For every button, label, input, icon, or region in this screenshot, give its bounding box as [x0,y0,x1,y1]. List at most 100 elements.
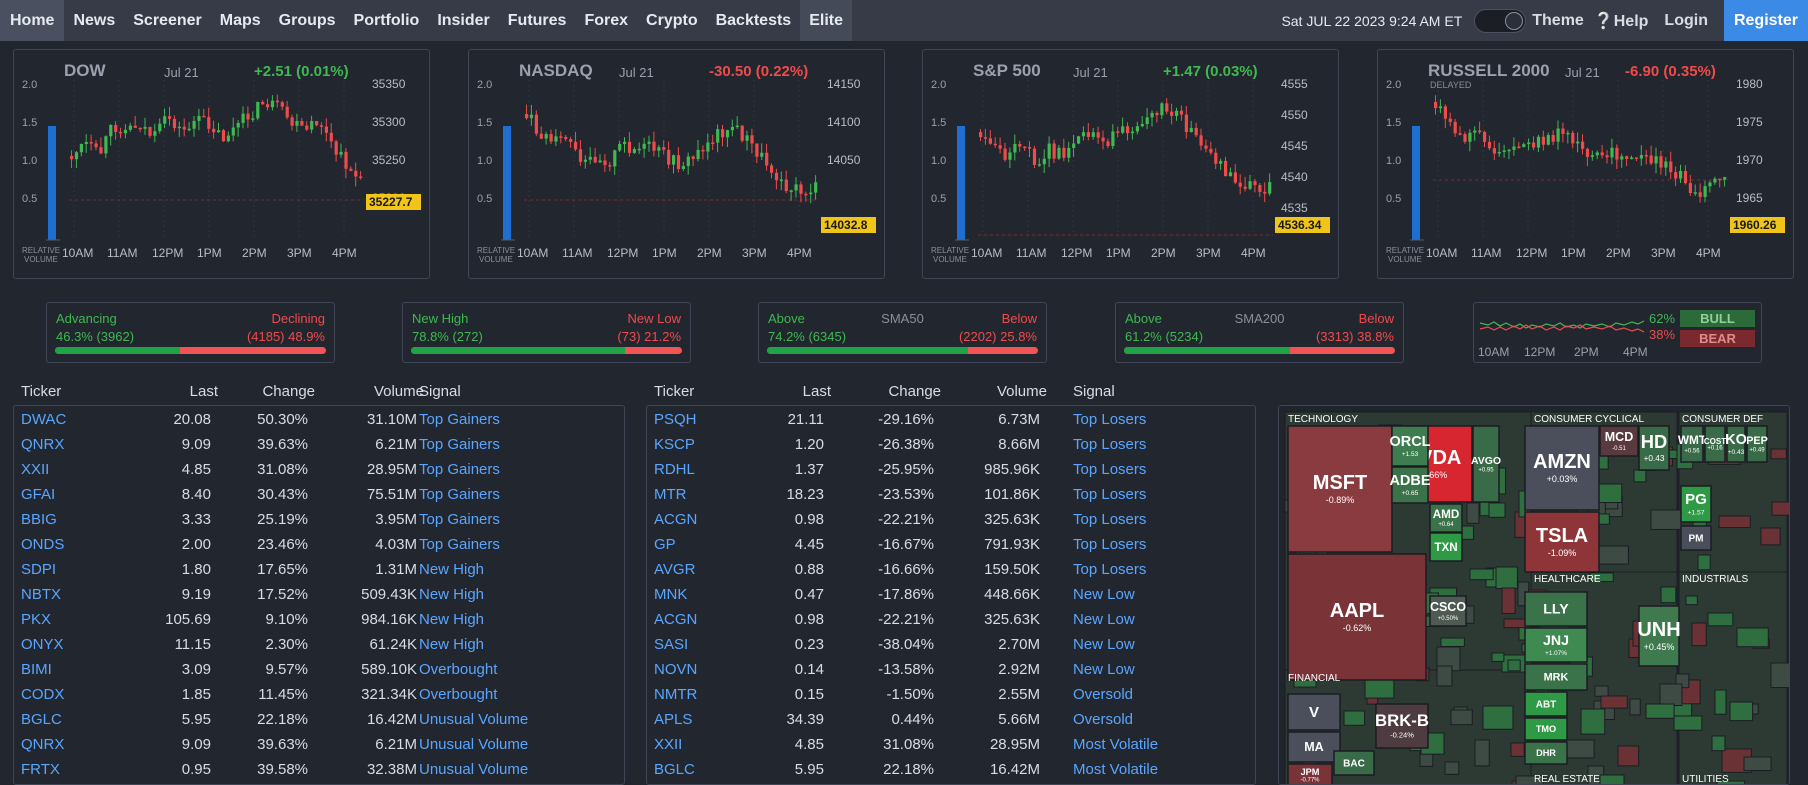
register-button[interactable]: Register [1723,0,1808,41]
nav-futures[interactable]: Futures [507,12,567,29]
breadth-advancing[interactable]: Advancing Declining 46.3% (3962) (4185) … [46,302,335,363]
ticker-cell[interactable]: ONYX [21,636,64,653]
ticker-cell[interactable]: BGLC [654,761,695,778]
signal-cell[interactable]: New Low [1073,586,1135,603]
ticker-cell[interactable]: MTR [654,486,687,503]
help-link[interactable]: ❔Help [1594,11,1649,31]
nav-home[interactable]: Home [0,0,65,41]
table-row[interactable]: QNRX 9.09 39.63% 6.21M Top Gainers [14,432,624,457]
ticker-cell[interactable]: ONDS [21,536,65,553]
signal-cell[interactable]: Unusual Volume [419,711,529,728]
ticker-cell[interactable]: AVGR [654,561,696,578]
theme-toggle[interactable] [1474,8,1527,33]
table-row[interactable]: ONYX 11.15 2.30% 61.24K New High [14,632,624,657]
col-last[interactable]: Last [189,383,218,400]
table-row[interactable]: RDHL 1.37 -25.95% 985.96K Top Losers [647,457,1255,482]
nav-news[interactable]: News [73,12,116,29]
col-signal[interactable]: Signal [419,383,461,400]
col-ticker[interactable]: Ticker [21,383,62,400]
table-row[interactable]: CODX 1.85 11.45% 321.34K Overbought [14,682,624,707]
signal-cell[interactable]: New Low [1073,636,1135,653]
ticker-cell[interactable]: QNRX [21,736,65,753]
bull-bear-gauge[interactable]: 62% 38% BULL BEAR 10AM 12PM 2PM 4PM [1473,302,1762,363]
table-row[interactable]: ONDS 2.00 23.46% 4.03M Top Gainers [14,532,624,557]
table-row[interactable]: MTR 18.23 -23.53% 101.86K Top Losers [647,482,1255,507]
theme-label[interactable]: Theme [1532,11,1584,29]
table-row[interactable]: BBIG 3.33 25.19% 3.95M Top Gainers [14,507,624,532]
table-row[interactable]: NBTX 9.19 17.52% 509.43K New High [14,582,624,607]
ticker-cell[interactable]: PSQH [654,411,697,428]
table-row[interactable]: ACGN 0.98 -22.21% 325.63K New Low [647,607,1255,632]
table-row[interactable]: PSQH 21.11 -29.16% 6.73M Top Losers [647,407,1255,432]
breadth-sma50[interactable]: SMA50 Above Below 74.2% (6345) (2202) 25… [758,302,1047,363]
signal-cell[interactable]: New Low [1073,661,1135,678]
ticker-cell[interactable]: NBTX [21,586,62,603]
nav-insider[interactable]: Insider [437,12,490,29]
col-signal[interactable]: Signal [1073,383,1115,400]
ticker-cell[interactable]: ACGN [654,611,698,628]
table-row[interactable]: BGLC 5.95 22.18% 16.42M Unusual Volume [14,707,624,732]
breadth-new-high[interactable]: New High New Low 78.8% (272) (73) 21.2% [402,302,691,363]
signal-cell[interactable]: Top Losers [1073,436,1147,453]
ticker-cell[interactable]: PKX [21,611,52,628]
col-last[interactable]: Last [802,383,831,400]
ticker-cell[interactable]: BIMI [21,661,52,678]
table-row[interactable]: MNK 0.47 -17.86% 448.66K New Low [647,582,1255,607]
table-row[interactable]: XXII 4.85 31.08% 28.95M Most Volatile [647,732,1255,757]
ticker-cell[interactable]: SDPI [21,561,57,578]
table-row[interactable]: AVGR 0.88 -16.66% 159.50K Top Losers [647,557,1255,582]
signal-cell[interactable]: Unusual Volume [419,736,529,753]
signal-cell[interactable]: Top Losers [1073,561,1147,578]
nav-crypto[interactable]: Crypto [646,12,698,29]
signal-cell[interactable]: Oversold [1073,686,1134,703]
nav-backtests[interactable]: Backtests [715,12,792,29]
ticker-cell[interactable]: XXII [654,736,683,753]
col-change[interactable]: Change [262,383,315,400]
table-row[interactable]: BGLC 5.95 22.18% 16.42M Most Volatile [647,757,1255,782]
table-row[interactable]: SASI 0.23 -38.04% 2.70M New Low [647,632,1255,657]
signal-cell[interactable]: New High [419,611,485,628]
table-row[interactable]: ACGN 0.98 -22.21% 325.63K Top Losers [647,507,1255,532]
nav-portfolio[interactable]: Portfolio [353,12,420,29]
signal-cell[interactable]: Top Gainers [419,411,500,428]
signal-cell[interactable]: Overbought [419,686,498,703]
table-row[interactable]: APLS 34.39 0.44% 5.66M Oversold [647,707,1255,732]
nav-elite[interactable]: Elite [800,0,852,41]
sector-heatmap[interactable]: MSFT -0.89% AAPL -0.62% NVDA -2.66% AVGO +0.95 O… [1278,405,1790,785]
nav-maps[interactable]: Maps [219,12,261,29]
table-row[interactable]: PKX 105.69 9.10% 984.16K New High [14,607,624,632]
ticker-cell[interactable]: NMTR [654,686,698,703]
table-row[interactable]: DWAC 20.08 50.30% 31.10M Top Gainers [14,407,624,432]
ticker-cell[interactable]: KSCP [654,436,695,453]
ticker-cell[interactable]: SASI [654,636,689,653]
ticker-cell[interactable]: CODX [21,686,65,703]
ticker-cell[interactable]: BBIG [21,511,57,528]
signal-cell[interactable]: New High [419,586,485,603]
signal-cell[interactable]: New High [419,636,485,653]
signal-cell[interactable]: Top Gainers [419,536,500,553]
signal-cell[interactable]: Top Gainers [419,436,500,453]
signal-cell[interactable]: Top Gainers [419,511,500,528]
table-row[interactable]: SDPI 1.80 17.65% 1.31M New High [14,557,624,582]
ticker-cell[interactable]: RDHL [654,461,695,478]
signal-cell[interactable]: New Low [1073,611,1135,628]
chart-russell[interactable]: 2.0 1.5 1.0 0.5 RELATIVE VOLUME 10AM 11AM 12PM 1P… [1377,49,1794,279]
chart-nasdaq[interactable]: 2.0 1.5 1.0 0.5 RELATIVE VOLUME 10AM 11AM 12PM 1P… [468,49,885,279]
signal-cell[interactable]: New High [419,561,485,578]
signal-cell[interactable]: Most Volatile [1073,761,1159,778]
chart-sp500[interactable]: 2.0 1.5 1.0 0.5 RELATIVE VOLUME 10AM 11AM 12PM 1P… [922,49,1339,279]
signal-cell[interactable]: Top Losers [1073,511,1147,528]
breadth-sma200[interactable]: SMA200 Above Below 61.2% (5234) (3313) 3… [1115,302,1404,363]
ticker-cell[interactable]: APLS [654,711,693,728]
table-row[interactable]: QNRX 9.09 39.63% 6.21M Unusual Volume [14,732,624,757]
col-change[interactable]: Change [888,383,941,400]
chart-dow[interactable]: 2.0 1.5 1.0 0.5 RELATIVE VOLUME 10AM 11AM 12PM 1P… [13,49,430,279]
col-ticker[interactable]: Ticker [654,383,695,400]
signal-cell[interactable]: Top Gainers [419,486,500,503]
ticker-cell[interactable]: NOVN [654,661,698,678]
table-row[interactable]: BIMI 3.09 9.57% 589.10K Overbought [14,657,624,682]
col-volume[interactable]: Volume [996,383,1047,400]
ticker-cell[interactable]: MNK [654,586,688,603]
signal-cell[interactable]: Unusual Volume [419,761,529,778]
signal-cell[interactable]: Oversold [1073,711,1134,728]
